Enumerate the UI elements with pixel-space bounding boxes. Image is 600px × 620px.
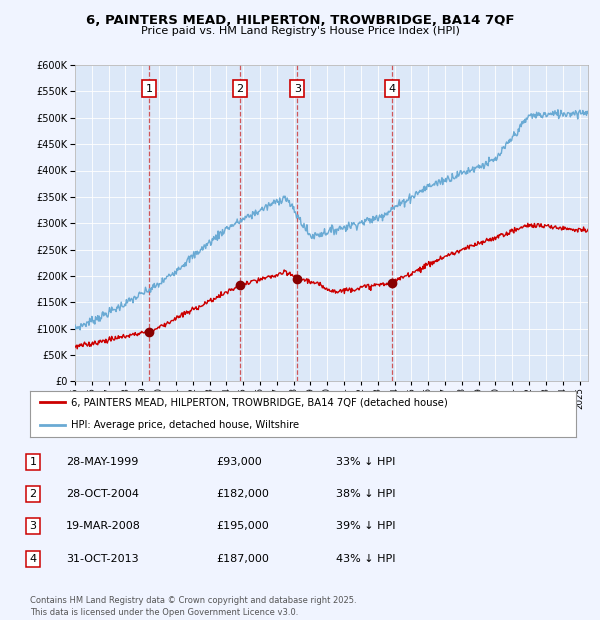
Text: £182,000: £182,000 <box>216 489 269 499</box>
Text: 2: 2 <box>29 489 37 499</box>
Text: 39% ↓ HPI: 39% ↓ HPI <box>336 521 395 531</box>
Text: 28-MAY-1999: 28-MAY-1999 <box>66 457 139 467</box>
Text: 1: 1 <box>29 457 37 467</box>
Text: 38% ↓ HPI: 38% ↓ HPI <box>336 489 395 499</box>
Text: Contains HM Land Registry data © Crown copyright and database right 2025.
This d: Contains HM Land Registry data © Crown c… <box>30 596 356 617</box>
Text: 3: 3 <box>29 521 37 531</box>
Text: 4: 4 <box>388 84 395 94</box>
Text: 6, PAINTERS MEAD, HILPERTON, TROWBRIDGE, BA14 7QF (detached house): 6, PAINTERS MEAD, HILPERTON, TROWBRIDGE,… <box>71 397 448 407</box>
Text: £195,000: £195,000 <box>216 521 269 531</box>
Text: 19-MAR-2008: 19-MAR-2008 <box>66 521 141 531</box>
Text: 31-OCT-2013: 31-OCT-2013 <box>66 554 139 564</box>
Text: 43% ↓ HPI: 43% ↓ HPI <box>336 554 395 564</box>
Text: 28-OCT-2004: 28-OCT-2004 <box>66 489 139 499</box>
Text: 2: 2 <box>236 84 244 94</box>
Text: 1: 1 <box>146 84 152 94</box>
Text: HPI: Average price, detached house, Wiltshire: HPI: Average price, detached house, Wilt… <box>71 420 299 430</box>
Text: 33% ↓ HPI: 33% ↓ HPI <box>336 457 395 467</box>
Text: 4: 4 <box>29 554 37 564</box>
Text: 3: 3 <box>293 84 301 94</box>
Text: £93,000: £93,000 <box>216 457 262 467</box>
Text: Price paid vs. HM Land Registry's House Price Index (HPI): Price paid vs. HM Land Registry's House … <box>140 26 460 36</box>
Text: 6, PAINTERS MEAD, HILPERTON, TROWBRIDGE, BA14 7QF: 6, PAINTERS MEAD, HILPERTON, TROWBRIDGE,… <box>86 14 514 27</box>
Text: £187,000: £187,000 <box>216 554 269 564</box>
